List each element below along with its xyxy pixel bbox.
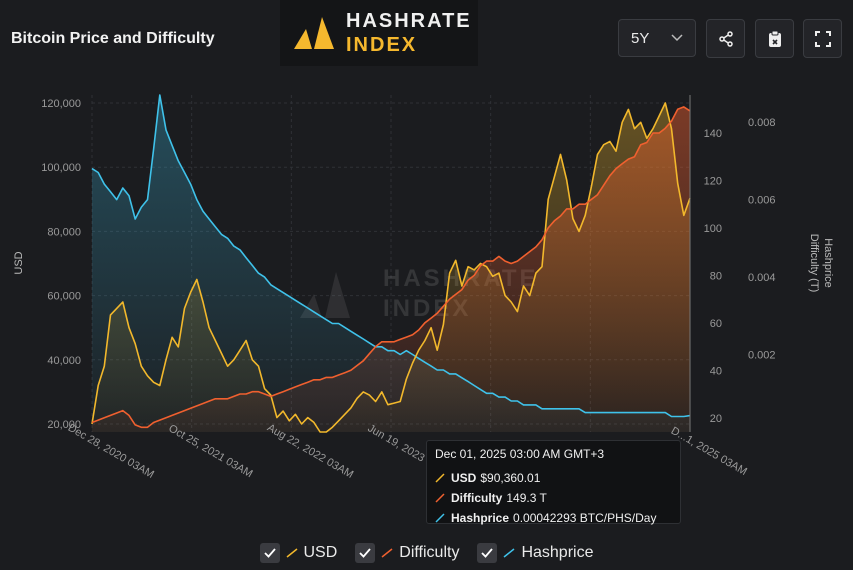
usd-line-icon	[435, 473, 445, 483]
y-tick-difficulty-6: 140	[704, 128, 722, 140]
tooltip-row-difficulty: Difficulty 149.3 T	[435, 488, 672, 508]
logo-text-index: INDEX	[346, 34, 418, 56]
y-axis-label-hashprice: Hashprice	[822, 238, 834, 288]
y-tick-usd-5: 120,000	[41, 98, 81, 110]
hashrate-index-logo: HASHRATE INDEX	[280, 0, 478, 66]
tooltip-row-usd: USD $90,360.01	[435, 468, 672, 488]
legend-label-usd: USD	[303, 544, 338, 561]
difficulty-line[interactable]	[91, 106, 691, 429]
checkmark-icon	[481, 548, 494, 558]
logo-text-hashrate: HASHRATE	[346, 10, 472, 32]
fullscreen-icon	[814, 30, 831, 47]
difficulty-area	[92, 106, 690, 433]
time-range-value: 5Y	[631, 29, 650, 47]
chevron-down-icon	[671, 34, 683, 42]
hashprice-line-icon	[435, 513, 445, 523]
difficulty-line-icon	[435, 493, 445, 503]
y-tick-usd-2: 60,000	[47, 291, 81, 303]
legend-label-difficulty: Difficulty	[399, 544, 460, 561]
legend-item-difficulty[interactable]: Difficulty	[355, 543, 459, 563]
y-tick-usd-4: 100,000	[41, 162, 81, 174]
hashprice-line-icon	[503, 548, 515, 558]
y-tick-usd-1: 40,000	[47, 355, 81, 367]
share-icon	[718, 30, 733, 47]
legend-item-hashprice[interactable]: Hashprice	[477, 543, 593, 563]
tooltip-date: Dec 01, 2025 03:00 AM GMT+3	[435, 447, 605, 461]
legend-item-usd[interactable]: USD	[259, 543, 338, 563]
tooltip-usd-label: USD	[451, 471, 477, 485]
price-difficulty-chart[interactable]: HASHRATE INDEX 20,000 40,000 60,000 80,000 1…	[0, 0, 853, 540]
chart-title: Bitcoin Price and Difficulty	[11, 30, 215, 47]
checkmark-icon	[263, 548, 276, 558]
tooltip-difficulty-label: Difficulty	[451, 491, 503, 505]
legend-checkbox-usd[interactable]	[259, 543, 280, 563]
tooltip-hashprice-value: 0.00042293 BTC/PHS/Day	[513, 511, 657, 525]
hover-tooltip: Dec 01, 2025 03:00 AM GMT+3 USD $90,360.…	[426, 440, 681, 525]
y-tick-usd-0: 20,000	[47, 419, 81, 431]
fullscreen-button[interactable]	[803, 19, 842, 58]
logo-mark-icon	[294, 17, 334, 49]
series-lines	[91, 94, 691, 433]
y-tick-difficulty-2: 60	[710, 318, 722, 330]
tooltip-hashprice-label: Hashprice	[451, 511, 510, 525]
y-tick-hashprice-3: 0.008	[748, 117, 776, 129]
y-tick-difficulty-5: 120	[704, 175, 722, 187]
usd-line[interactable]	[91, 102, 691, 433]
y-tick-difficulty-4: 100	[704, 223, 722, 235]
difficulty-line-icon	[381, 548, 393, 558]
y-axis-label-difficulty: Difficulty (T)	[808, 234, 820, 292]
y-axis-label-usd: USD	[13, 251, 25, 274]
y-tick-difficulty-3: 80	[710, 270, 722, 282]
checkmark-icon	[359, 548, 371, 558]
usd-line-icon	[286, 548, 297, 558]
y-tick-hashprice-1: 0.004	[748, 272, 776, 284]
clipboard-icon	[768, 30, 781, 47]
legend-label-hashprice: Hashprice	[521, 544, 594, 561]
hashprice-line[interactable]	[91, 94, 691, 418]
y-tick-difficulty-0: 20	[710, 413, 722, 425]
y-tick-hashprice-2: 0.006	[748, 195, 776, 207]
legend-checkbox-difficulty[interactable]	[355, 543, 376, 563]
legend-checkbox-hashprice[interactable]	[477, 543, 498, 563]
chart-legend: USD Difficulty Hashprice	[0, 541, 853, 565]
copy-button[interactable]	[755, 19, 794, 58]
y-tick-difficulty-1: 40	[710, 365, 722, 377]
share-button[interactable]	[706, 19, 745, 58]
time-range-select[interactable]: 5Y	[618, 19, 696, 57]
tooltip-usd-value: $90,360.01	[480, 471, 541, 485]
y-tick-hashprice-0: 0.002	[748, 350, 776, 362]
y-tick-usd-3: 80,000	[47, 226, 81, 238]
tooltip-row-hashprice: Hashprice 0.00042293 BTC/PHS/Day	[435, 508, 672, 528]
tooltip-difficulty-value: 149.3 T	[506, 491, 547, 505]
